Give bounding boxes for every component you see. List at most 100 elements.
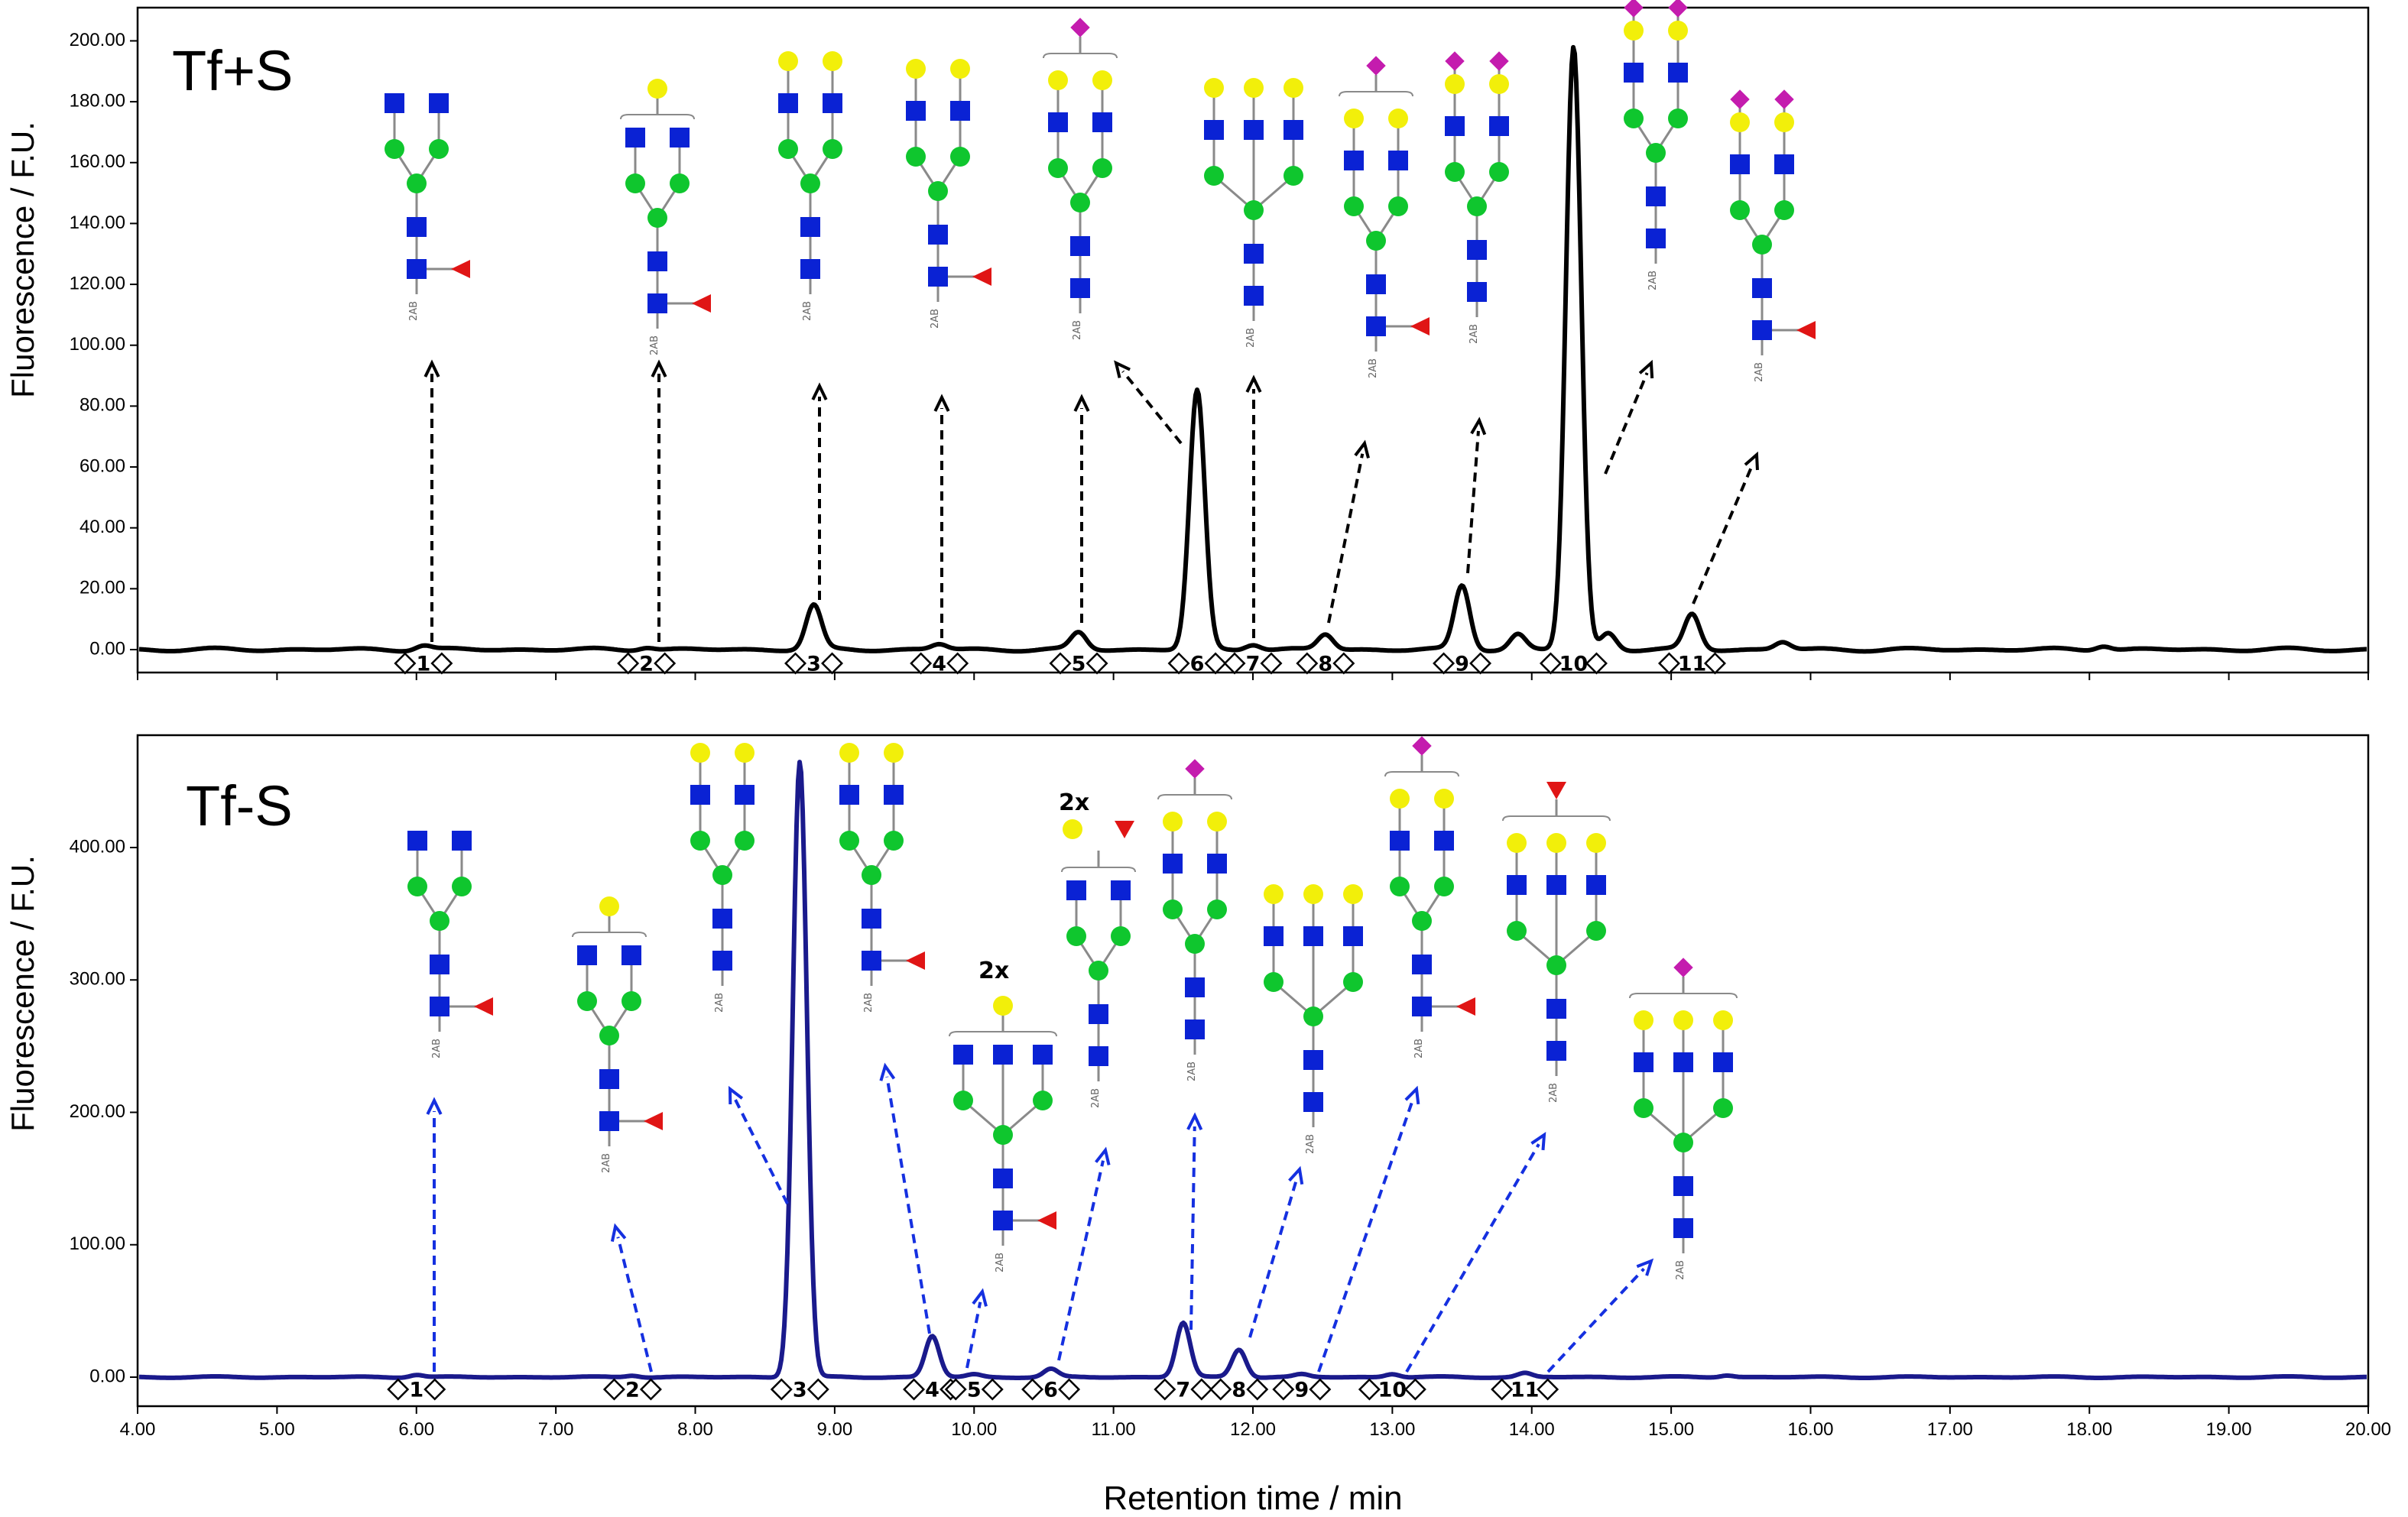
peak-bound-diamond	[1537, 1378, 1559, 1401]
glycan-structure: 2AB	[1629, 958, 1738, 1280]
mannose-circle-icon	[1412, 911, 1432, 931]
panel-tf-plus-s: 0.00 20.00 40.00 60.00 80.00 100.00 120.00 140.…	[70, 6, 2370, 680]
peak-marker-2: 2	[617, 653, 677, 676]
peak-marker-7: 7	[1154, 1378, 1213, 1402]
sialic-acid-diamond-icon	[1489, 51, 1509, 71]
peak-label: 9	[1455, 653, 1469, 676]
arrow-head	[610, 1223, 627, 1242]
mannose-circle-icon	[1163, 900, 1183, 919]
mannose-circle-icon	[1467, 196, 1487, 216]
peak-bound-diamond	[1086, 652, 1108, 675]
reducing-end-tag: 2AB	[431, 1039, 443, 1058]
mannose-circle-icon	[1445, 162, 1465, 182]
mannose-circle-icon	[621, 991, 641, 1011]
arrow-head	[424, 359, 440, 378]
reducing-end-tag: 2AB	[802, 301, 813, 321]
mannose-circle-icon	[735, 831, 755, 851]
glcnac-square-icon	[1033, 1045, 1053, 1065]
mannose-circle-icon	[1048, 158, 1068, 178]
peak-label: 8	[1232, 1379, 1246, 1402]
x-tick-label: 10.00	[951, 1419, 997, 1440]
peak-marker-4: 4	[903, 1379, 962, 1402]
peak-label: 1	[409, 1379, 424, 1402]
multiplier-label: 2x	[978, 958, 1009, 984]
mannose-circle-icon	[1089, 961, 1108, 981]
galactose-circle-icon	[1344, 109, 1364, 128]
y-tick-label-top: 100.00	[70, 334, 125, 355]
mannose-circle-icon	[1434, 877, 1454, 896]
glcnac-square-icon	[1244, 120, 1264, 140]
glcnac-square-icon	[1546, 999, 1566, 1019]
peak-arrow-top	[1114, 360, 1183, 445]
glcnac-square-icon	[1713, 1052, 1733, 1072]
glcnac-square-icon	[928, 267, 948, 287]
peak-marker-4: 4	[910, 653, 969, 676]
glcnac-square-icon	[1546, 875, 1566, 895]
galactose-circle-icon	[823, 51, 842, 71]
arrow-head	[1530, 1132, 1546, 1151]
glcnac-square-icon	[800, 259, 820, 279]
glcnac-square-icon	[1070, 236, 1090, 256]
peak-arrow-bottom	[1405, 1132, 1546, 1373]
glcnac-square-icon	[1586, 875, 1606, 895]
mannose-circle-icon	[1066, 926, 1086, 946]
peak-bound-diamond	[1309, 1378, 1332, 1401]
glcnac-square-icon	[1507, 875, 1527, 895]
mannose-circle-icon	[862, 865, 881, 885]
galactose-circle-icon	[1713, 1010, 1733, 1030]
peak-bound-diamond	[1049, 652, 1072, 675]
peak-marker-1: 1	[394, 653, 453, 676]
peak-bound-diamond	[387, 1378, 410, 1401]
peak-marker-5: 5	[1049, 652, 1108, 676]
x-axis-label: Retention time / min	[1103, 1480, 1402, 1517]
glcnac-square-icon	[1048, 112, 1068, 132]
glcnac-square-icon	[1673, 1218, 1693, 1238]
fucose-triangle-icon	[1456, 997, 1475, 1016]
mannose-circle-icon	[647, 208, 667, 228]
glcnac-square-icon	[928, 225, 948, 245]
arrow-shaft	[1546, 1267, 1645, 1373]
peak-marker-11: 11	[1657, 652, 1726, 676]
glcnac-square-icon	[1111, 880, 1131, 900]
sialic-acid-diamond-icon	[1673, 958, 1693, 977]
peak-label: 4	[925, 1379, 940, 1402]
reducing-end-tag: 2AB	[1468, 324, 1480, 344]
peak-bound-diamond	[784, 652, 807, 675]
peak-bound-diamond	[1246, 1378, 1269, 1401]
glycan-structure: 2AB	[1264, 884, 1363, 1154]
y-tick-label-top: 160.00	[70, 151, 125, 172]
fucose-triangle-icon	[1410, 317, 1430, 335]
galactose-circle-icon	[1730, 112, 1750, 132]
peak-marker-1: 1	[387, 1378, 446, 1402]
galactose-circle-icon	[735, 743, 755, 763]
fucose-triangle-icon	[1546, 782, 1566, 799]
peak-arrow-top	[1245, 374, 1262, 638]
peak-bound-diamond	[1154, 1378, 1176, 1401]
glcnac-square-icon	[1390, 831, 1410, 851]
peak-label: 5	[1072, 653, 1086, 676]
sialic-acid-diamond-icon	[1774, 89, 1794, 109]
y-tick-label-bottom: 400.00	[70, 836, 125, 857]
peak-arrow-bottom	[1317, 1085, 1420, 1373]
x-tick-label: 18.00	[2066, 1419, 2112, 1440]
y-tick-label-top: 60.00	[80, 455, 125, 476]
reducing-end-tag: 2AB	[995, 1253, 1006, 1272]
arrow-head	[728, 1085, 744, 1105]
peak-label: 6	[1043, 1379, 1058, 1402]
fucose-triangle-icon	[972, 267, 991, 286]
mannose-circle-icon	[1489, 162, 1509, 182]
peak-arrow-top	[1466, 417, 1487, 574]
sialic-acid-diamond-icon	[1185, 759, 1205, 779]
peak-bound-diamond	[1167, 652, 1190, 675]
mannose-circle-icon	[577, 991, 597, 1011]
peak-bound-diamond	[424, 1378, 446, 1401]
glcnac-square-icon	[862, 909, 881, 929]
peak-label: 4	[932, 653, 946, 676]
peak-label: 9	[1294, 1379, 1309, 1402]
arrow-head	[1744, 451, 1759, 471]
arrow-head	[651, 359, 667, 378]
arrow-shaft	[1405, 1143, 1540, 1373]
arrow-head	[1245, 374, 1262, 393]
peak-bound-diamond	[1703, 652, 1726, 675]
